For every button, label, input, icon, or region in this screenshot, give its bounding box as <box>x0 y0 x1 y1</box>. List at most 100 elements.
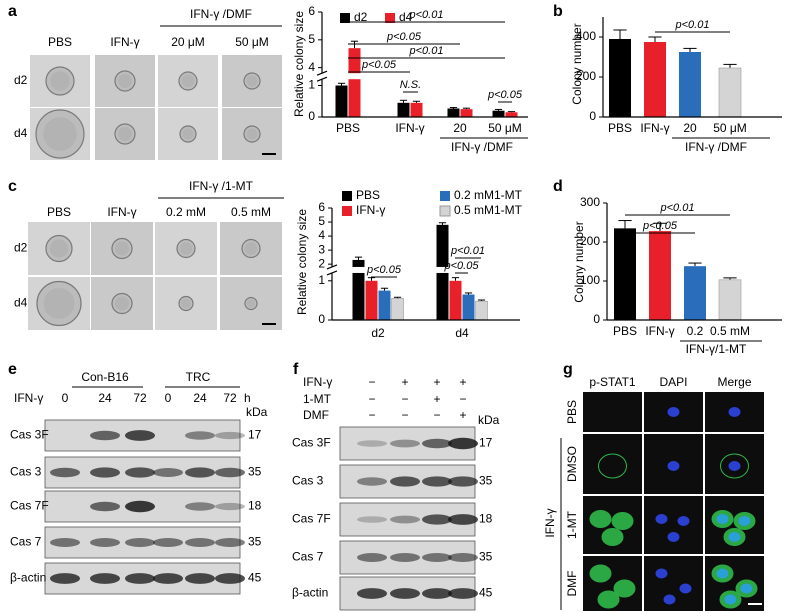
blot-band <box>422 553 452 562</box>
y-tick-label: 300 <box>580 195 600 209</box>
y-tick-label: 4 <box>318 228 325 242</box>
blot-band <box>125 573 155 584</box>
axis-break-mark <box>316 76 328 82</box>
y-tick-label: 5 <box>318 214 325 228</box>
axis-break <box>326 266 520 273</box>
bar <box>460 109 473 117</box>
significance-label: p<0.05 <box>361 59 397 71</box>
significance-label: p<0.01 <box>660 202 695 214</box>
column-header: 0.5 mM <box>231 205 271 219</box>
blot-band <box>448 476 478 487</box>
colony-core <box>43 288 75 319</box>
nucleus <box>716 514 729 524</box>
y-tick-label: 200 <box>576 69 596 83</box>
colony-core <box>246 128 258 140</box>
legend-swatch <box>340 13 350 23</box>
nucleus <box>667 461 680 471</box>
blot-name: β-actin <box>292 586 328 600</box>
condition-label: DMF <box>303 408 329 422</box>
significance-label: p<0.05 <box>366 264 402 276</box>
stained-cell <box>589 510 612 528</box>
nucleus <box>655 514 668 524</box>
blot-band <box>185 431 215 440</box>
significance-label: N.S. <box>400 79 421 91</box>
column-header: 50 μM <box>235 35 269 49</box>
row-label: d4 <box>14 296 28 310</box>
bar <box>447 108 460 117</box>
stained-cell <box>597 590 620 609</box>
bar <box>679 52 701 117</box>
significance-label: p<0.01 <box>450 245 485 257</box>
legend-swatch <box>342 191 352 201</box>
blot-band <box>215 467 245 478</box>
treatment-label: IFN-γ <box>14 391 43 405</box>
condition-label: 1-MT <box>303 392 332 406</box>
x-tick-label: PBS <box>608 121 632 135</box>
fluorescence-image <box>644 496 703 554</box>
group-label: IFN-γ/1-MT <box>686 342 747 356</box>
y-axis-label: Relative colony size <box>295 209 309 315</box>
stained-cell <box>601 528 624 546</box>
x-tick-label: IFN-γ <box>395 121 424 135</box>
unit-header: kDa <box>246 405 268 419</box>
x-tick-label: 0.2 <box>687 324 704 338</box>
column-header: PBS <box>48 35 72 49</box>
blot-band <box>153 538 183 547</box>
axis-break <box>316 73 528 80</box>
column-header: PBS <box>47 205 71 219</box>
group-label: IFN-γ /DMF <box>685 140 747 154</box>
axis-break-mark <box>326 270 338 276</box>
blot-name: Cas 7F <box>10 499 49 513</box>
colony-core <box>115 296 129 311</box>
blot-name: Cas 7F <box>292 512 331 526</box>
blot-band <box>390 553 420 562</box>
blot-band <box>448 514 478 525</box>
colony-core <box>43 117 77 151</box>
blot-band <box>390 588 420 599</box>
blot-band <box>357 588 387 599</box>
group-header: Con-B16 <box>81 370 129 384</box>
panel-letter: e <box>8 361 17 378</box>
nucleus <box>679 583 692 594</box>
condition-sign: − <box>368 408 375 422</box>
stained-cell <box>589 564 612 583</box>
condition-sign: − <box>368 392 375 406</box>
condition-sign: − <box>368 375 375 389</box>
unit-header: kDa <box>478 413 500 427</box>
blot-band <box>448 553 478 562</box>
bar <box>397 102 410 117</box>
stained-cell <box>720 453 749 479</box>
panel-letter: a <box>8 3 17 20</box>
time-label: 72 <box>223 391 237 405</box>
blot-band <box>357 477 387 486</box>
y-axis-label: Relative colony size <box>292 11 306 117</box>
row-label: PBS <box>565 400 579 424</box>
panel-letter: f <box>293 361 299 378</box>
column-header: 20 μM <box>171 35 205 49</box>
bar <box>348 48 361 117</box>
condition-sign: − <box>433 408 440 422</box>
x-tick-label: d4 <box>455 326 469 340</box>
bar <box>352 259 365 320</box>
legend-swatch <box>342 206 352 216</box>
y-tick-label: 0 <box>308 109 315 123</box>
blot-band <box>422 514 452 525</box>
column-header: IFN-γ <box>110 35 139 49</box>
legend-label: d2 <box>354 10 368 24</box>
blot-band <box>390 476 420 487</box>
colony-core <box>115 241 129 256</box>
nucleus <box>667 532 680 542</box>
blot-band <box>50 573 80 584</box>
time-label: 0 <box>62 391 69 405</box>
colony-core <box>50 71 70 91</box>
nucleus <box>728 532 741 542</box>
condition-sign: − <box>401 392 408 406</box>
blot-band <box>215 573 245 584</box>
blot-kda: 45 <box>248 571 262 585</box>
bar <box>365 280 378 320</box>
bar <box>718 67 742 118</box>
blot-band <box>357 553 387 562</box>
x-tick-label: 50 μM <box>488 121 522 135</box>
blot-band <box>153 573 183 584</box>
